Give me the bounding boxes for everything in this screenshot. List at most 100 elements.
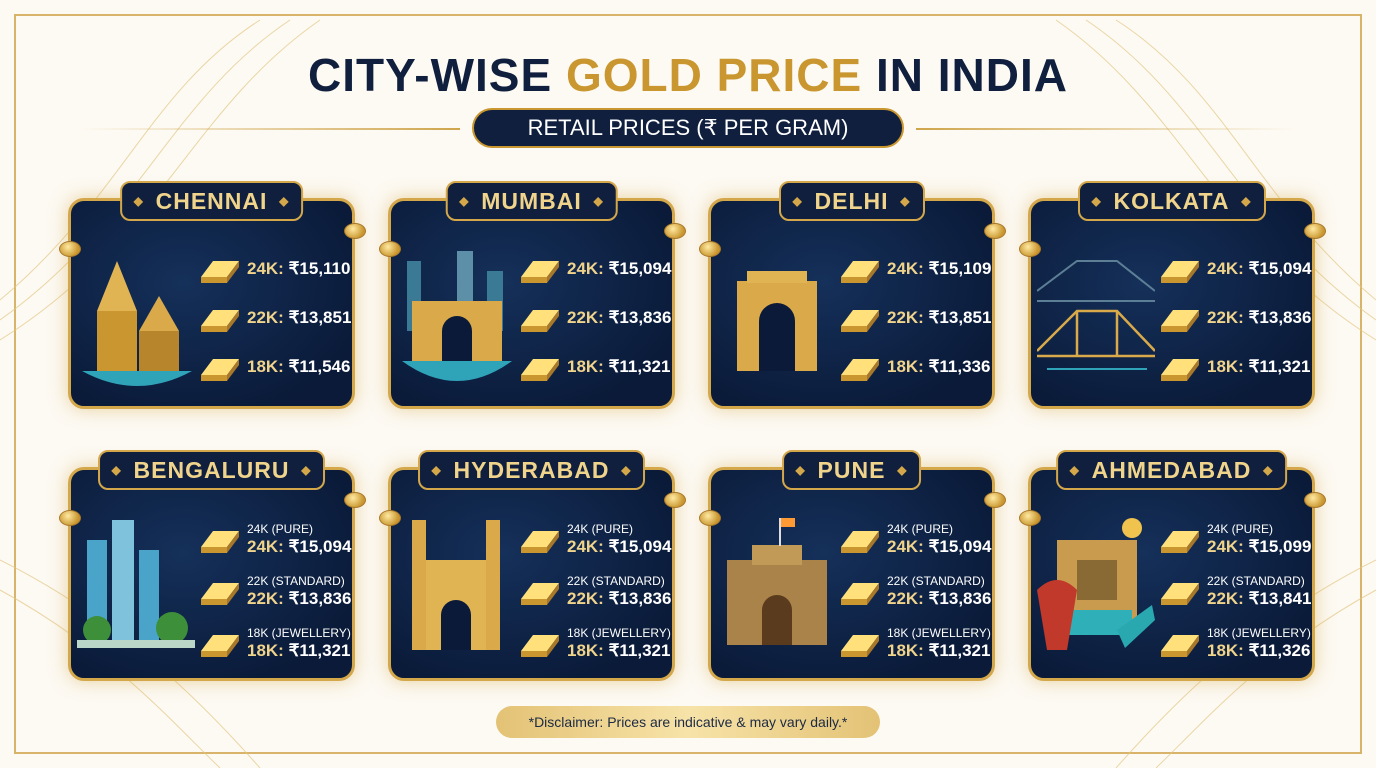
price-row: 22K (STANDARD) 22K: ₹13,836 <box>199 566 355 618</box>
disclaimer: *Disclaimer: Prices are indicative & may… <box>496 706 880 738</box>
price-row: 24K (PURE) 24K: ₹15,099 <box>1159 514 1315 566</box>
price-text: 18K (JEWELLERY) 18K: ₹11,321 <box>887 626 991 661</box>
divider-left <box>80 128 460 130</box>
price-list: 24K: ₹15,094 22K: ₹13,836 18K: ₹11,321 <box>519 245 675 392</box>
price-row: 24K (PURE) 24K: ₹15,094 <box>839 514 995 566</box>
title-text: CITY-WISE <box>308 49 566 101</box>
gateway-of-india-icon <box>402 251 512 381</box>
temple-icon <box>82 261 192 386</box>
gold-coin-icon <box>379 241 401 257</box>
city-card-delhi: DELHI 24K: ₹15,109 22K: ₹13,851 18K: ₹11,33… <box>699 181 1006 409</box>
gold-coin-icon <box>1019 241 1041 257</box>
karat-label: 22K: <box>567 588 604 608</box>
gold-bar-icon <box>199 577 241 607</box>
gold-bar-icon <box>199 255 241 285</box>
price-row: 24K (PURE) 24K: ₹15,094 <box>199 514 355 566</box>
price-text: 22K (STANDARD) 22K: ₹13,836 <box>567 574 671 609</box>
gold-coin-icon <box>984 223 1006 239</box>
karat-label: 24K: <box>1207 536 1244 556</box>
price-text: 24K (PURE) 24K: ₹15,094 <box>567 522 671 557</box>
gold-bar-icon <box>519 629 561 659</box>
karat-label: 18K: <box>247 640 284 660</box>
india-gate-icon <box>737 271 817 371</box>
city-card-chennai: CHENNAI 24K: ₹15,110 22K: ₹13,851 18K: ₹11,… <box>59 181 366 409</box>
gold-bar-icon <box>519 304 561 334</box>
price-value: ₹15,099 <box>1248 536 1312 556</box>
karat-label: 22K: <box>567 308 604 328</box>
price-list: 24K (PURE) 24K: ₹15,099 22K (STANDARD) 22K:… <box>1159 514 1315 670</box>
price-text: 24K: ₹15,094 <box>567 259 671 279</box>
price-value: ₹13,836 <box>928 588 992 608</box>
gold-coin-icon <box>344 492 366 508</box>
gold-bar-icon <box>199 629 241 659</box>
karat-description: 22K (STANDARD) <box>1207 573 1305 588</box>
city-card-pune: PUNE 24K (PURE)24K: ₹15,094 22K (STANDARD)… <box>699 450 1006 681</box>
karat-label: 24K: <box>567 259 604 279</box>
city-card-mumbai: MUMBAI 24K: ₹15,094 22K: ₹13,836 18K: ₹11,3… <box>379 181 686 409</box>
howrah-bridge-icon <box>1037 260 1155 370</box>
price-value: ₹15,094 <box>928 536 992 556</box>
subtitle: RETAIL PRICES (₹ PER GRAM) <box>472 108 904 148</box>
gold-bar-icon <box>519 525 561 555</box>
gold-bar-icon <box>839 525 881 555</box>
price-value: ₹11,336 <box>928 357 991 377</box>
price-value: ₹13,841 <box>1248 588 1312 608</box>
price-value: ₹11,321 <box>1248 357 1311 377</box>
gold-coin-icon <box>1304 492 1326 508</box>
price-text: 24K (PURE) 24K: ₹15,094 <box>887 521 992 557</box>
price-text: 18K: ₹11,336 <box>887 357 990 377</box>
karat-label: 24K: <box>247 259 284 279</box>
karat-label: 18K: <box>887 357 924 377</box>
karat-label: 22K: <box>1207 308 1244 328</box>
price-value: ₹13,836 <box>288 588 352 608</box>
price-text: 22K: ₹13,836 <box>1207 308 1311 328</box>
skyline-icon <box>77 520 195 648</box>
price-row: 22K (STANDARD) 22K: ₹13,836 <box>519 566 675 618</box>
price-text: 18K: ₹11,546 <box>247 357 350 377</box>
city-name: HYDERABAD <box>417 450 646 490</box>
price-value: ₹11,321 <box>288 640 351 660</box>
price-row: 22K (STANDARD) 22K: ₹13,841 <box>1159 566 1315 618</box>
title-text-end: IN INDIA <box>862 49 1068 101</box>
price-row: 18K: ₹11,321 <box>1159 343 1315 392</box>
price-row: 22K: ₹13,836 <box>1159 294 1315 343</box>
price-text: 22K: ₹13,851 <box>247 308 351 328</box>
city-card-bengaluru: BENGALURU 24K (PURE)24K: ₹15,094 22K (STAN… <box>59 450 366 681</box>
gold-coin-icon <box>1019 510 1041 526</box>
price-row: 18K: ₹11,546 <box>199 343 355 392</box>
gold-bar-icon <box>1159 629 1201 659</box>
price-list: 24K: ₹15,094 22K: ₹13,836 18K: ₹11,321 <box>1159 245 1315 392</box>
karat-label: 18K: <box>247 357 284 377</box>
price-row: 18K: ₹11,336 <box>839 343 995 392</box>
karat-label: 18K: <box>1207 640 1244 660</box>
price-text: 18K (JEWELLERY) 18K: ₹11,326 <box>1207 626 1311 661</box>
price-list: 24K (PURE) 24K: ₹15,094 22K (STANDARD) 22K:… <box>199 514 355 670</box>
price-value: ₹15,109 <box>928 259 992 279</box>
karat-label: 24K: <box>887 536 924 556</box>
karat-label: 22K: <box>247 308 284 328</box>
price-value: ₹11,326 <box>1248 640 1311 660</box>
price-text: 24K: ₹15,094 <box>1207 259 1311 279</box>
gold-bar-icon <box>839 255 881 285</box>
price-text: 22K (STANDARD) 22K: ₹13,836 <box>247 574 352 609</box>
price-row: 18K (JEWELLERY) 18K: ₹11,321 <box>519 618 675 670</box>
price-text: 24K (PURE) 24K: ₹15,094 <box>247 522 351 557</box>
price-list: 24K: ₹15,110 22K: ₹13,851 18K: ₹11,546 <box>199 245 355 392</box>
gold-coin-icon <box>59 510 81 526</box>
karat-description: 24K (PURE) <box>887 521 954 536</box>
gold-bar-icon <box>199 353 241 383</box>
gold-bar-icon <box>839 577 881 607</box>
title-highlight: GOLD PRICE <box>565 49 863 101</box>
gold-bar-icon <box>519 577 561 607</box>
price-text: 24K (PURE) 24K: ₹15,099 <box>1207 522 1312 557</box>
gold-coin-icon <box>379 510 401 526</box>
divider-right <box>916 128 1296 130</box>
gold-coin-icon <box>699 510 721 526</box>
karat-label: 22K: <box>1207 588 1244 608</box>
gold-bar-icon <box>1159 304 1201 334</box>
gold-coin-icon <box>664 223 686 239</box>
price-value: ₹13,851 <box>288 308 352 328</box>
gold-coin-icon <box>1304 223 1326 239</box>
gold-bar-icon <box>1159 525 1201 555</box>
gold-coin-icon <box>344 223 366 239</box>
